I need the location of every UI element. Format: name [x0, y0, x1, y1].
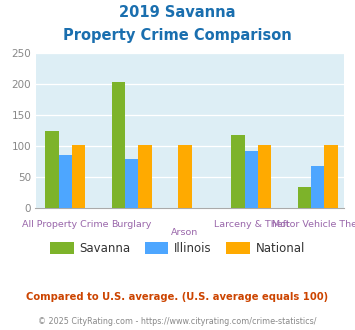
Bar [138, 145, 152, 208]
Text: 2019 Savanna: 2019 Savanna [119, 5, 236, 20]
Bar [178, 145, 192, 208]
Legend: Savanna, Illinois, National: Savanna, Illinois, National [45, 237, 310, 260]
Bar [258, 145, 271, 208]
Text: Compared to U.S. average. (U.S. average equals 100): Compared to U.S. average. (U.S. average … [26, 292, 329, 302]
Bar [311, 166, 324, 208]
Bar [45, 131, 59, 208]
Text: © 2025 CityRating.com - https://www.cityrating.com/crime-statistics/: © 2025 CityRating.com - https://www.city… [38, 317, 317, 326]
Bar [112, 82, 125, 208]
Bar [324, 145, 338, 208]
Text: Arson: Arson [171, 228, 198, 237]
Text: Larceny & Theft: Larceny & Theft [214, 220, 289, 229]
Bar [72, 145, 85, 208]
Text: Property Crime Comparison: Property Crime Comparison [63, 28, 292, 43]
Bar [298, 187, 311, 208]
Bar [125, 159, 138, 208]
Text: Motor Vehicle Theft: Motor Vehicle Theft [272, 220, 355, 229]
Bar [231, 135, 245, 208]
Text: All Property Crime: All Property Crime [22, 220, 109, 229]
Bar [59, 154, 72, 208]
Text: Burglary: Burglary [111, 220, 152, 229]
Bar [245, 151, 258, 208]
